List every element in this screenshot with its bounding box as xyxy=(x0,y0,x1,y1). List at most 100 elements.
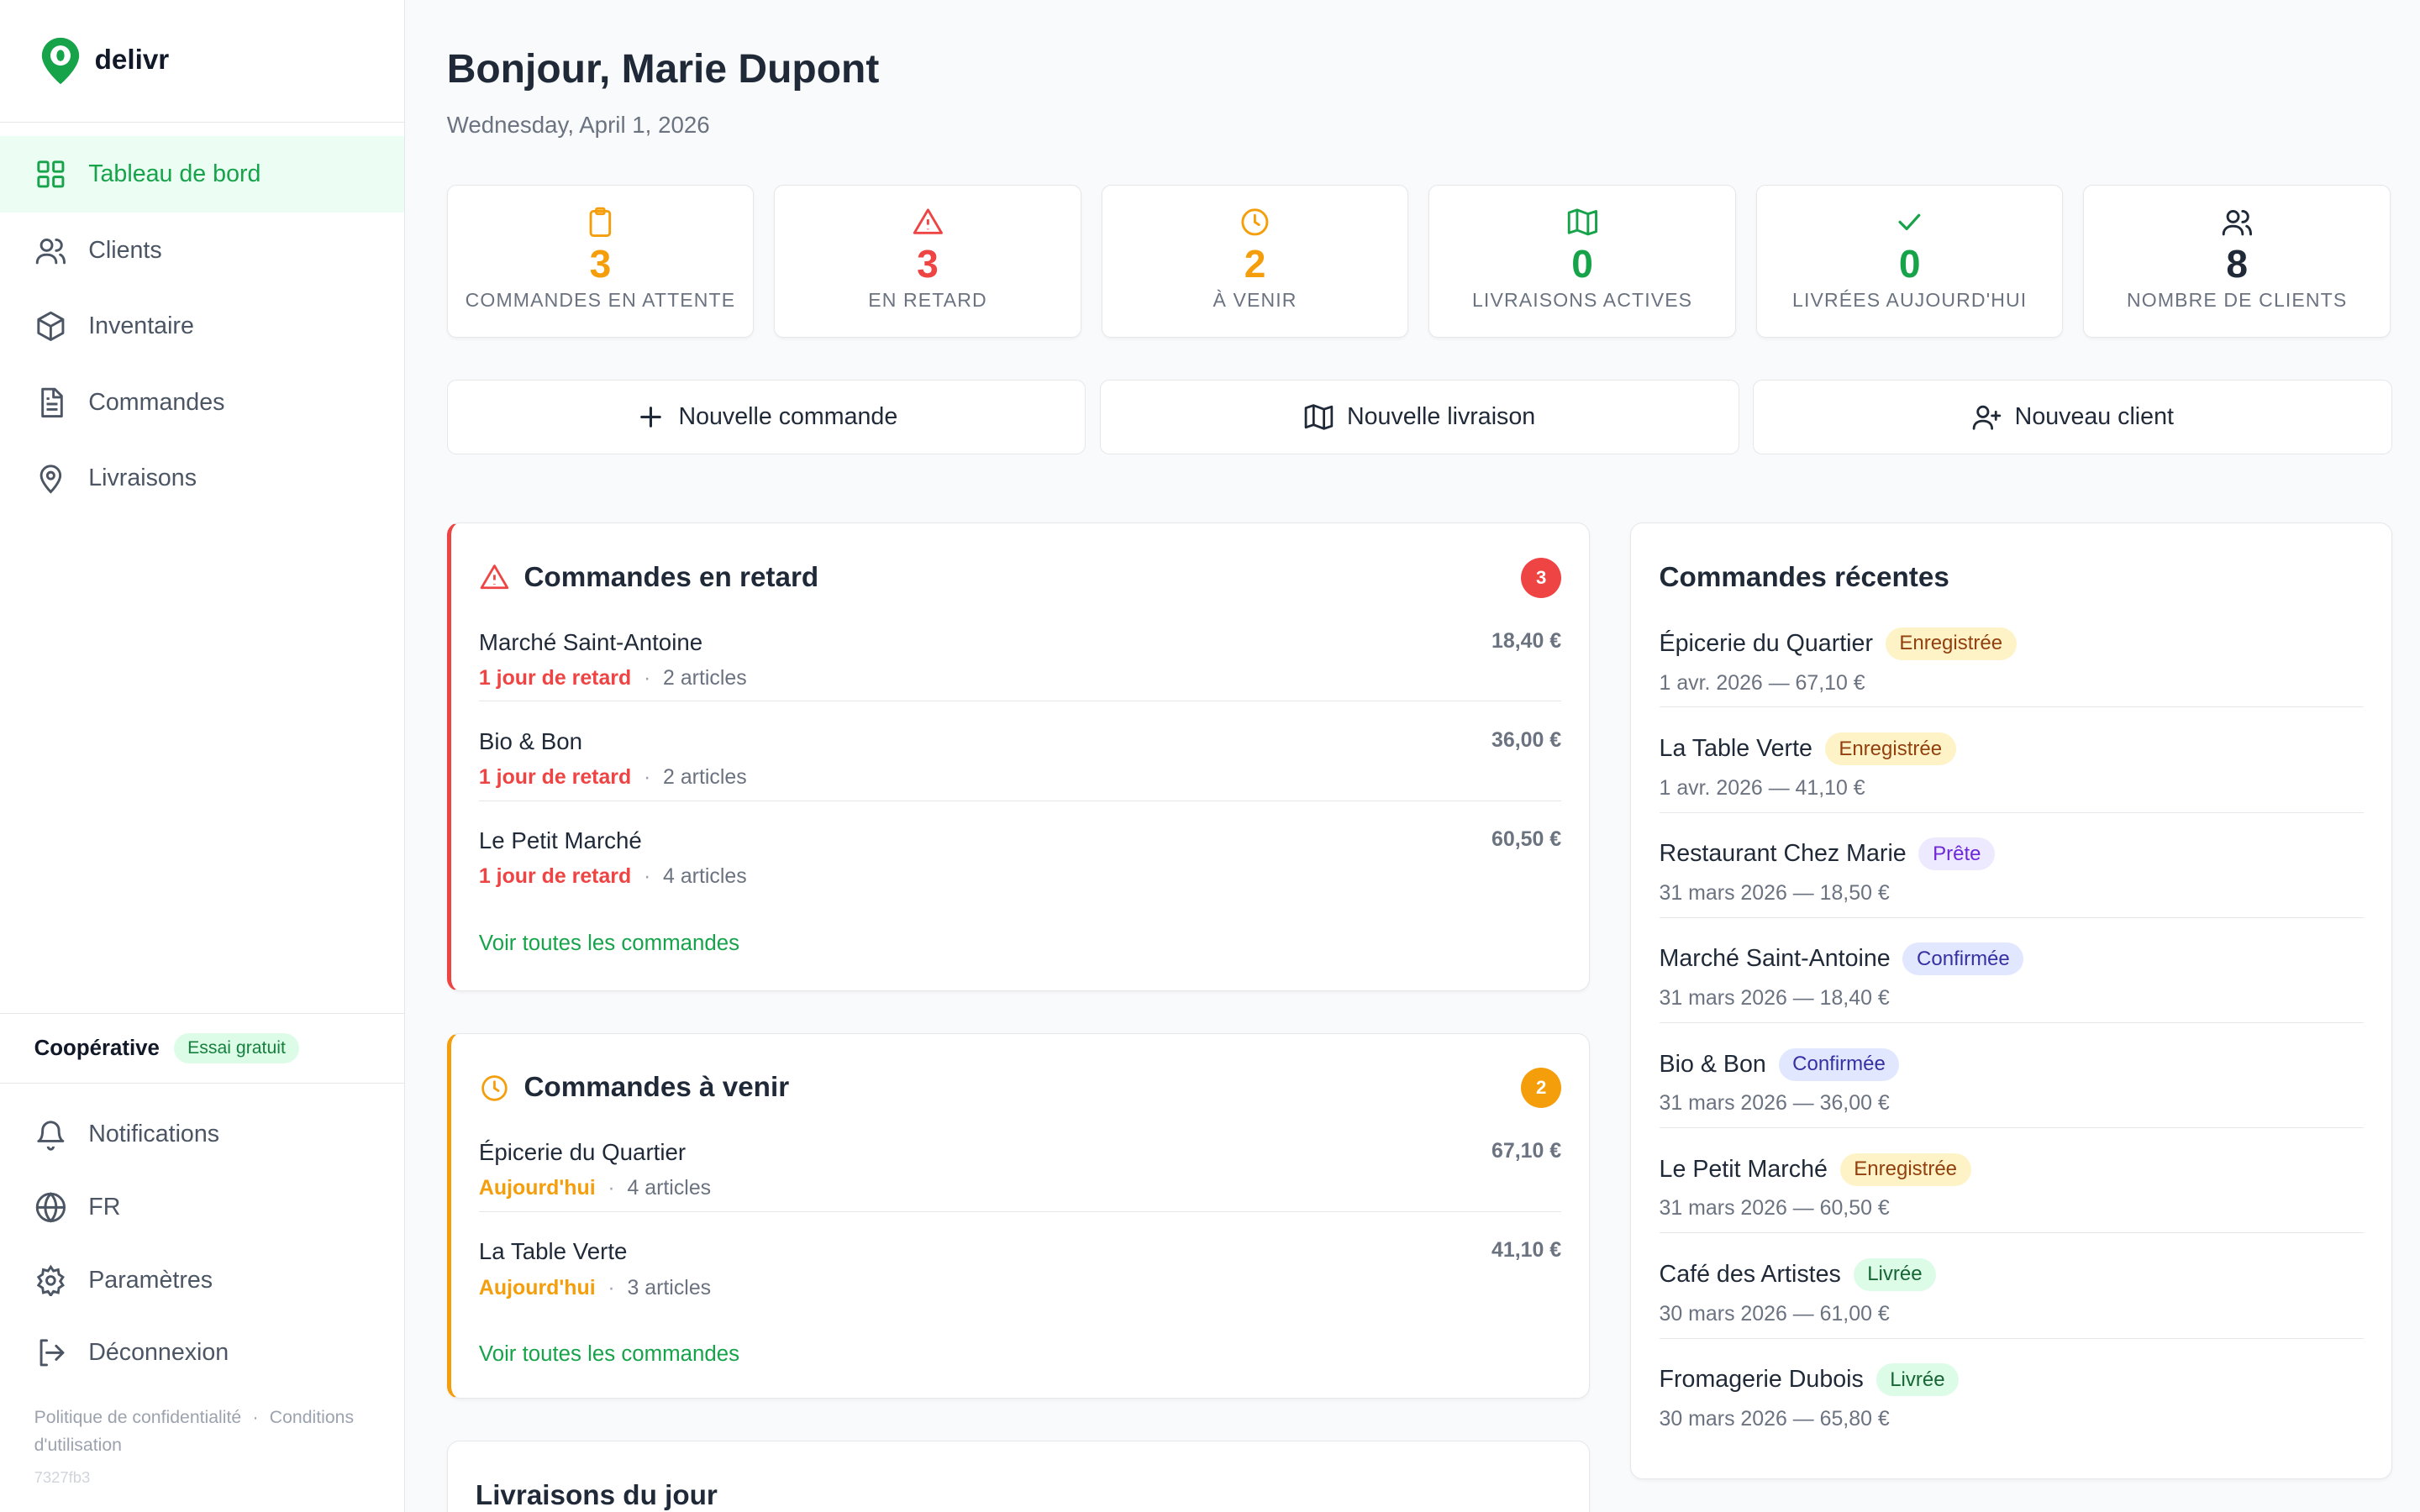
order-date-amount: 31 mars 2026 — 60,50 € xyxy=(1659,1196,1890,1221)
card-header: Commandes récentes xyxy=(1631,523,2391,602)
grid-icon xyxy=(37,160,64,188)
main-content: Bonjour, Marie Dupont Wednesday, April 1… xyxy=(405,0,2420,1512)
order-row[interactable]: Le Petit Marché 60,50 € 1 jour de retard… xyxy=(479,801,1561,900)
nav-item-settings[interactable]: Paramètres xyxy=(0,1244,404,1317)
stat-value: 3 xyxy=(589,242,612,286)
footer-links: Politique de confidentialité · Condition… xyxy=(34,1404,376,1459)
organization[interactable]: Coopérative Essai gratuit xyxy=(0,1012,404,1084)
order-list: Marché Saint-Antoine 18,40 € 1 jour de r… xyxy=(451,602,1590,900)
alert-triangle-icon xyxy=(480,564,509,590)
due-tag: Aujourd'hui xyxy=(478,1275,596,1299)
stat-card-active-deliveries[interactable]: 0 LIVRAISONS ACTIVES xyxy=(1428,184,1736,339)
item-count: 2 articles xyxy=(663,665,747,690)
order-row[interactable]: La Table Verte 41,10 € Aujourd'hui · 3 art… xyxy=(479,1212,1561,1311)
recent-order-row[interactable]: Épicerie du Quartier Enregistrée 1 avr. 20… xyxy=(1659,602,2364,708)
app-name: delivr xyxy=(94,45,170,76)
stat-value: 3 xyxy=(917,242,939,286)
recent-order-row[interactable]: Marché Saint-Antoine Confirmée 31 mars 202… xyxy=(1659,918,2364,1023)
card-header: Commandes à venir 2 xyxy=(451,1034,1590,1113)
nav-label: Paramètres xyxy=(88,1266,213,1294)
stat-label: NOMBRE DE CLIENTS xyxy=(2127,289,2348,312)
order-date-amount: 31 mars 2026 — 36,00 € xyxy=(1659,1091,1890,1116)
users-icon xyxy=(35,238,66,265)
recent-order-row[interactable]: La Table Verte Enregistrée 1 avr. 2026 — 4… xyxy=(1659,707,2364,813)
card-title: Livraisons du jour xyxy=(475,1479,718,1511)
map-pin-icon xyxy=(39,465,61,494)
item-count: 2 articles xyxy=(663,765,747,790)
view-all-orders-link[interactable]: Voir toutes les commandes xyxy=(478,1341,739,1366)
nav-item-notifications[interactable]: Notifications xyxy=(0,1098,404,1171)
nav-label: Inventaire xyxy=(88,312,194,340)
recent-order-header: La Table Verte Enregistrée xyxy=(1660,732,1956,766)
order-row[interactable]: Épicerie du Quartier 67,10 € Aujourd'hui… xyxy=(478,1113,1562,1212)
terms-link[interactable]: Conditions d'utilisation xyxy=(34,1407,355,1456)
order-meta: Aujourd'hui · 4 articles xyxy=(478,1176,712,1200)
nav-item-deliveries[interactable]: Livraisons xyxy=(0,440,404,516)
client-name: Épicerie du Quartier xyxy=(1659,629,1873,657)
nav-item-orders[interactable]: Commandes xyxy=(0,365,404,440)
gear-icon xyxy=(36,1264,65,1297)
upcoming-orders-card: Commandes à venir 2 Épicerie du Quartier… xyxy=(446,1032,1591,1399)
check-icon xyxy=(1898,213,1921,230)
card-header: Commandes en retard 3 xyxy=(451,523,1590,602)
globe-icon xyxy=(35,1192,66,1223)
order-date-amount: 1 avr. 2026 — 67,10 € xyxy=(1659,670,1865,695)
recent-order-row[interactable]: Fromagerie Dubois Livrée 30 mars 2026 — 65… xyxy=(1660,1339,2364,1444)
users-icon xyxy=(2222,209,2252,236)
card-header: Livraisons du jour xyxy=(448,1441,1590,1512)
plus-icon xyxy=(639,407,661,428)
stat-card-pending[interactable]: 3 COMMANDES EN ATTENTE xyxy=(446,184,755,339)
recent-order-header: Restaurant Chez Marie Prête xyxy=(1659,837,1996,871)
nav-item-dashboard[interactable]: Tableau de bord xyxy=(0,136,404,213)
new-order-button[interactable]: Nouvelle commande xyxy=(446,380,1086,454)
order-date-amount: 30 mars 2026 — 65,80 € xyxy=(1659,1406,1890,1431)
bottom-nav: Notifications FR Paramètres Déconnexion xyxy=(0,1098,404,1389)
item-count: 4 articles xyxy=(627,1176,712,1200)
nav-item-logout[interactable]: Déconnexion xyxy=(0,1316,404,1389)
today-deliveries-card: Livraisons du jour xyxy=(446,1441,1591,1512)
order-meta: Aujourd'hui · 3 articles xyxy=(478,1275,712,1299)
order-amount: 67,10 € xyxy=(1491,1139,1562,1163)
late-tag: 1 jour de retard xyxy=(478,765,632,790)
late-orders-card: Commandes en retard 3 Marché Saint-Antoi… xyxy=(446,522,1591,991)
alert-triangle-icon xyxy=(913,208,943,234)
card-title: Commandes récentes xyxy=(1659,561,1949,593)
order-row[interactable]: Marché Saint-Antoine 18,40 € 1 jour de r… xyxy=(478,602,1562,702)
logo[interactable]: delivr xyxy=(0,0,404,123)
user-plus-icon xyxy=(1972,405,2002,430)
nav-item-language[interactable]: FR xyxy=(0,1171,404,1244)
order-row[interactable]: Bio & Bon 36,00 € 1 jour de retard · 2 art… xyxy=(478,701,1562,801)
status-badge: Prête xyxy=(1918,837,1996,871)
order-amount: 41,10 € xyxy=(1491,1238,1562,1263)
new-client-button[interactable]: Nouveau client xyxy=(1753,380,2392,454)
nav-item-clients[interactable]: Clients xyxy=(0,213,404,288)
recent-order-row[interactable]: Bio & Bon Confirmée 31 mars 2026 — 36,00 € xyxy=(1659,1023,2364,1129)
stat-label: EN RETARD xyxy=(868,289,987,312)
client-name: Épicerie du Quartier xyxy=(478,1139,687,1166)
stat-label: LIVRAISONS ACTIVES xyxy=(1472,289,1693,312)
recent-order-row[interactable]: Café des Artistes Livrée 30 mars 2026 — 61… xyxy=(1659,1233,2364,1339)
bell-icon xyxy=(37,1121,64,1151)
recent-order-row[interactable]: Restaurant Chez Marie Prête 31 mars 2026 —… xyxy=(1659,813,2364,918)
stat-card-late[interactable]: 3 EN RETARD xyxy=(774,184,1081,339)
nav-item-inventory[interactable]: Inventaire xyxy=(0,288,404,364)
client-name: Restaurant Chez Marie xyxy=(1659,840,1907,868)
stat-label: COMMANDES EN ATTENTE xyxy=(465,289,736,312)
view-all-orders-link[interactable]: Voir toutes les commandes xyxy=(478,931,739,955)
map-icon xyxy=(1304,404,1334,430)
stat-card-clients[interactable]: 8 NOMBRE DE CLIENTS xyxy=(2083,184,2391,339)
client-name: Marché Saint-Antoine xyxy=(1659,945,1891,973)
stat-card-delivered-today[interactable]: 0 LIVRÉES AUJOURD'HUI xyxy=(1755,184,2064,339)
status-badge: Confirmée xyxy=(1902,942,2024,976)
stat-card-upcoming[interactable]: 2 À VENIR xyxy=(1101,184,1409,339)
button-label: Nouvelle livraison xyxy=(1346,403,1536,431)
client-name: Fromagerie Dubois xyxy=(1659,1366,1864,1394)
privacy-link[interactable]: Politique de confidentialité xyxy=(34,1407,242,1427)
client-name: Bio & Bon xyxy=(1659,1050,1766,1078)
nav-label: FR xyxy=(88,1193,121,1221)
recent-order-header: Fromagerie Dubois Livrée xyxy=(1659,1363,1960,1397)
new-delivery-button[interactable]: Nouvelle livraison xyxy=(1099,380,1739,454)
recent-order-row[interactable]: Le Petit Marché Enregistrée 31 mars 2026 —… xyxy=(1659,1128,2364,1234)
clock-icon xyxy=(481,1074,508,1101)
